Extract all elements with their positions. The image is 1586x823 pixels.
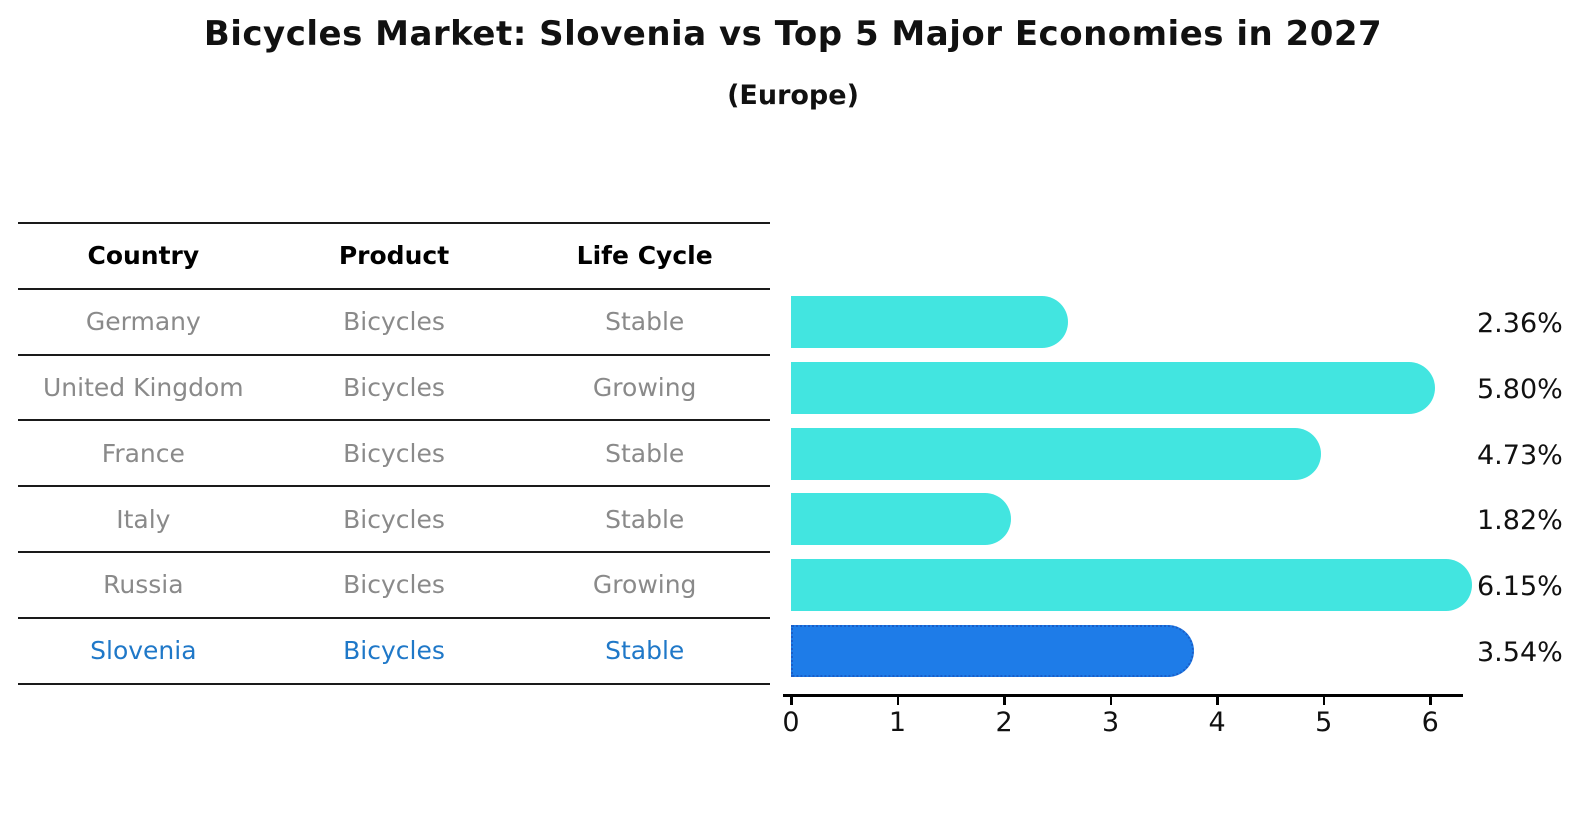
bar-italy (791, 493, 1011, 546)
cell-life-cycle: Growing (592, 570, 697, 600)
table-row-france: France Bicycles Stable (18, 421, 770, 488)
data-table: Country Product Life Cycle Germany Bicyc… (18, 222, 770, 685)
bar-plot: 0 1 2 3 4 5 6 (782, 0, 1473, 823)
cell-life-cycle: Stable (605, 307, 685, 337)
tick-mark (1322, 696, 1326, 705)
column-header-product: Product (338, 241, 450, 271)
tick-label: 6 (1421, 707, 1439, 738)
tick-mark (790, 696, 793, 705)
table-row-germany: Germany Bicycles Stable (18, 290, 770, 356)
tick-mark (1216, 696, 1219, 705)
cell-product: Bicycles (343, 307, 445, 337)
table-row-united-kingdom: United Kingdom Bicycles Growing (18, 356, 770, 422)
chart-title: Bicycles Market: Slovenia vs Top 5 Major… (203, 14, 1383, 54)
bar-france (791, 427, 1321, 480)
cell-life-cycle: Stable (605, 438, 685, 468)
cell-country: Russia (103, 570, 184, 600)
cell-life-cycle: Growing (592, 372, 697, 402)
table-row-slovenia: Slovenia Bicycles Stable (18, 619, 770, 685)
table-row-russia: Russia Bicycles Growing (18, 553, 770, 619)
column-header-life-cycle: Life Cycle (576, 241, 713, 271)
cell-product: Bicycles (343, 372, 445, 402)
cell-country: Slovenia (90, 636, 197, 666)
tick-label: 4 (1208, 707, 1226, 738)
value-label-slovenia: 3.54% (1477, 637, 1563, 668)
bar-united-kingdom (791, 361, 1435, 414)
value-label-russia: 6.15% (1477, 571, 1563, 603)
tick-mark (1429, 696, 1432, 705)
cell-country: Germany (85, 307, 201, 337)
tick-mark (1003, 696, 1006, 705)
cell-life-cycle: Stable (605, 504, 685, 534)
bar-slovenia (791, 625, 1195, 677)
cell-product: Bicycles (343, 570, 445, 600)
cell-country: France (101, 438, 185, 468)
cell-product: Bicycles (343, 504, 445, 534)
bar-germany (791, 296, 1069, 348)
tick-label: 0 (782, 707, 800, 738)
value-label-germany: 2.36% (1477, 308, 1563, 339)
table-row-italy: Italy Bicycles Stable (18, 487, 770, 553)
tick-label: 1 (888, 707, 907, 738)
column-header-country: Country (87, 241, 200, 271)
cell-life-cycle: Stable (605, 636, 685, 666)
tick-mark (896, 696, 899, 705)
chart-subtitle: (Europe) (727, 80, 859, 111)
bar-russia (791, 559, 1473, 612)
tick-label: 2 (995, 707, 1013, 738)
tick-label: 3 (1101, 707, 1120, 738)
cell-country: United Kingdom (43, 372, 244, 402)
table-header-row: Country Product Life Cycle (18, 224, 770, 290)
cell-product: Bicycles (343, 438, 445, 468)
tick-mark (1109, 696, 1113, 705)
value-label-france: 4.73% (1477, 439, 1563, 471)
tick-label: 5 (1315, 707, 1333, 738)
value-label-italy: 1.82% (1477, 505, 1563, 537)
value-label-united-kingdom: 5.80% (1477, 373, 1563, 405)
x-axis-line (783, 694, 1463, 697)
cell-product: Bicycles (343, 636, 445, 666)
cell-country: Italy (116, 504, 171, 534)
